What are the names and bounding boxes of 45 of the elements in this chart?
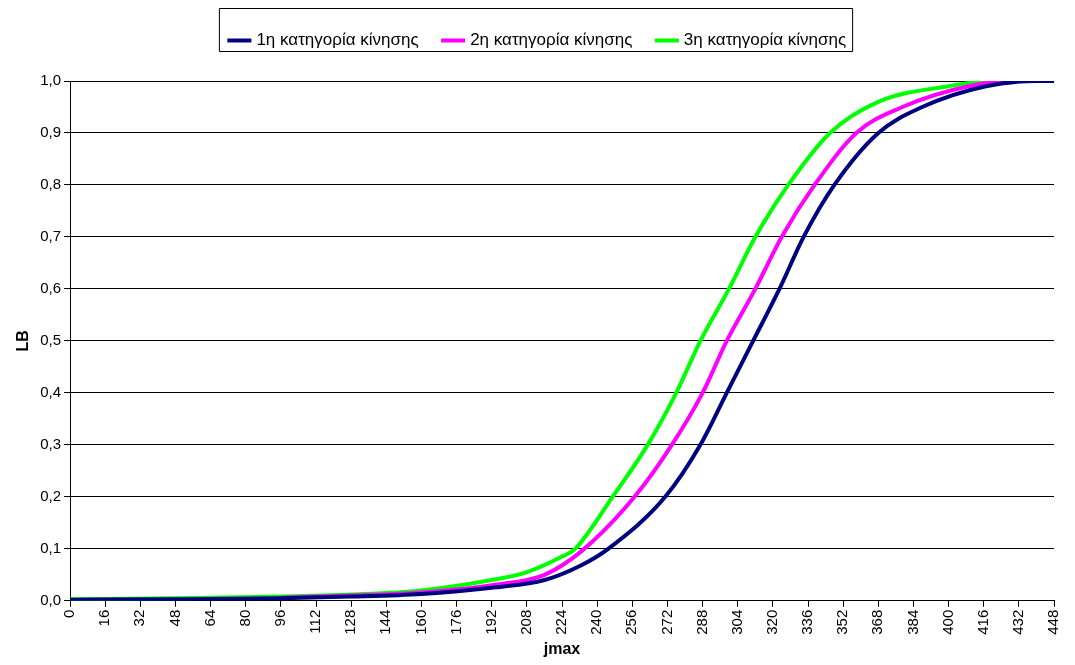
x-tick-label: 192 — [481, 609, 499, 635]
x-tick-label: 160 — [411, 609, 429, 635]
x-tick-label: 432 — [1009, 609, 1026, 635]
y-tick-label: 0,9 — [40, 123, 62, 141]
x-tick-label: 400 — [938, 609, 956, 635]
legend-label: 1η κατηγορία κίνησης — [256, 30, 419, 50]
x-tick-label: 48 — [165, 609, 183, 627]
x-tick-label: 368 — [868, 609, 886, 635]
x-tick-label: 384 — [903, 609, 921, 635]
x-tick-label: 448 — [1044, 609, 1062, 635]
x-tick-label: 304 — [727, 609, 745, 635]
y-tick-label: 0,3 — [40, 434, 62, 452]
y-tick-label: 0,6 — [40, 279, 62, 297]
x-tick-label: 128 — [341, 609, 359, 635]
y-tick-label: 0,4 — [40, 383, 62, 400]
y-tick-label: 0,8 — [40, 175, 62, 193]
y-tick-label: 0,2 — [40, 486, 62, 504]
y-tick-label: 0,0 — [40, 590, 62, 608]
y-tick-label: 0,7 — [40, 227, 62, 245]
x-tick-label: 336 — [798, 609, 816, 635]
y-axis-title: LB — [14, 330, 32, 352]
x-tick-label: 112 — [306, 609, 324, 634]
legend-label: 2η κατηγορία κίνησης — [470, 30, 633, 50]
y-tick-label: 1,0 — [40, 71, 62, 89]
x-tick-label: 320 — [763, 609, 781, 635]
x-tick-label: 64 — [200, 609, 218, 627]
x-tick-label: 96 — [271, 609, 289, 627]
x-axis-title: jmax — [542, 639, 581, 657]
y-tick-label: 0,5 — [40, 331, 62, 349]
x-tick-label: 0 — [60, 609, 78, 619]
x-tick-label: 224 — [552, 609, 570, 635]
y-tick-label: 0,1 — [40, 538, 62, 556]
x-tick-label: 352 — [833, 609, 851, 635]
x-tick-label: 144 — [376, 609, 394, 635]
x-tick-label: 240 — [587, 609, 605, 635]
x-tick-label: 272 — [657, 609, 675, 635]
x-tick-label: 32 — [130, 609, 148, 627]
x-tick-label: 176 — [446, 609, 464, 635]
x-tick-label: 16 — [95, 609, 113, 627]
legend-label: 3η κατηγορία κίνησης — [683, 30, 847, 50]
x-tick-label: 256 — [622, 609, 640, 635]
x-tick-label: 288 — [692, 609, 710, 635]
x-tick-label: 80 — [235, 609, 253, 627]
x-tick-label: 416 — [973, 609, 991, 635]
x-tick-label: 208 — [517, 609, 535, 635]
